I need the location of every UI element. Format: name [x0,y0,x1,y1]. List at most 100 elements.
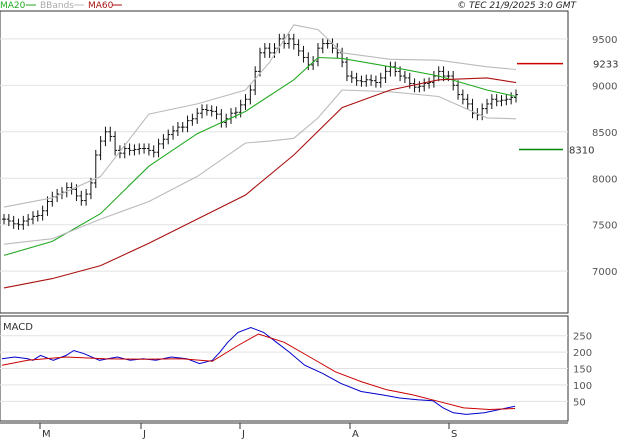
price-bar [427,77,432,89]
copyright-label: © TEC 21/9/2025 3:0 GMT [457,1,577,11]
annotation-label: 8310 [569,145,594,156]
annotation-label: 9233 [593,60,618,71]
price-bar [504,94,509,106]
price-bar [233,107,238,119]
price-bar [200,104,205,119]
x-axis-month-label: J [142,429,146,440]
price-y-tick-label: 7500 [592,221,617,232]
price-bar [417,81,422,93]
price-bar [190,113,195,126]
price-bar [354,72,359,86]
price-bar [441,66,446,82]
price-bar [460,89,465,105]
price-bar [21,215,26,230]
price-bar [422,78,427,92]
price-bar [489,94,494,110]
price-bar [253,66,258,96]
price-bar [214,106,219,120]
price-bar [45,196,50,216]
price-y-tick-label: 8000 [592,174,617,185]
price-bar [161,134,166,149]
price-bar [301,45,306,63]
price-bar [204,104,209,116]
price-bar [499,95,504,107]
price-bar [175,122,180,136]
price-bar [40,205,45,221]
price-bar [185,115,190,133]
x-axis-month-label: A [352,429,359,440]
price-bar [156,138,161,158]
price-bar [180,122,185,133]
price-bar [373,75,378,88]
price-bar [132,144,137,156]
indicator-lines [3,24,517,289]
price-bar [146,143,151,156]
price-bar [378,72,383,88]
price-y-tick-label: 7000 [592,267,617,278]
price-bar [286,33,291,49]
price-grid [0,38,568,272]
price-bar [282,33,287,49]
price-annotations: 9233 8310 [517,60,618,156]
y-axis: 7000 7500 8000 8500 9000 9500 50 100 150 200 250 [573,35,617,408]
price-bar [151,145,156,158]
price-bar [16,218,21,230]
macd-y-tick-label: 150 [573,365,592,376]
price-bar [171,125,176,140]
price-bar [26,214,31,227]
macd-series-macd [1,326,516,415]
price-bar [296,39,301,57]
series-ma60 [3,77,517,289]
price-y-tick-label: 9000 [592,81,617,92]
price-bar [494,94,499,107]
series-ma20 [3,56,517,256]
series-bbands [3,89,517,245]
price-bar [258,47,262,77]
legend-ma20-label: MA20 [0,1,26,11]
legend: MA20 BBands MA60 [0,1,122,11]
price-panel [0,10,569,314]
x-axis-month-label: M [42,429,51,440]
price-bar [137,143,142,155]
price-bar [238,99,243,118]
price-bar [291,33,296,50]
price-bar [267,43,272,58]
price-bar [431,70,436,88]
price-bar [88,177,93,200]
price-bar [248,84,253,105]
price-bar [344,56,349,82]
macd-y-tick-label: 50 [573,397,586,408]
price-y-tick-label: 9500 [592,35,617,46]
price-bar [142,143,147,154]
price-bar [108,126,113,142]
price-bar [98,135,103,161]
macd-panel-label: MACD [3,322,33,333]
price-bar [84,188,89,206]
price-bar [243,94,248,110]
price-bar [325,38,330,49]
macd-y-tick-label: 250 [573,332,592,343]
price-bar [470,98,475,119]
series-bbands [3,24,517,208]
price-y-tick-label: 8500 [592,128,617,139]
price-bar [369,74,374,86]
legend-bbands-label: BBands [40,1,74,11]
price-bar [103,126,108,147]
price-bar [349,70,354,84]
price-bar [6,214,11,227]
price-bar [485,98,490,114]
price-bar [383,66,388,84]
price-bar [11,215,16,229]
price-bar [195,108,200,124]
price-bar [209,105,214,117]
price-bar [315,43,320,67]
macd-grid [0,335,568,402]
price-bar [2,214,6,225]
macd-y-tick-label: 100 [573,381,592,392]
price-bar [465,94,470,110]
price-bar [113,131,118,156]
price-bar [456,80,461,100]
x-axis-month-label: S [451,429,457,440]
